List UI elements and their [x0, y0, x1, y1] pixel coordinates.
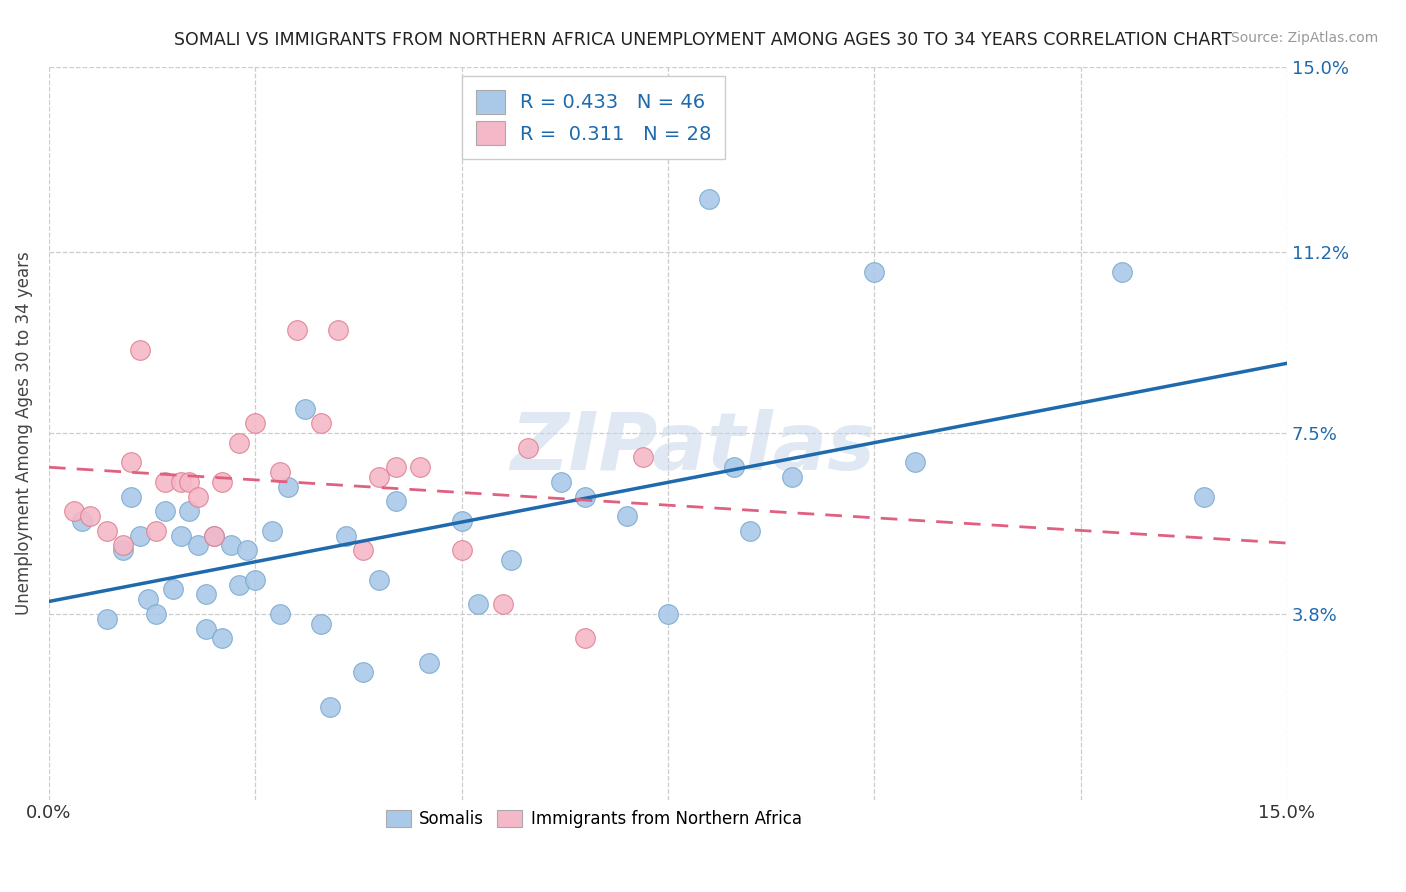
Point — [294, 401, 316, 416]
Point — [277, 480, 299, 494]
Point — [211, 632, 233, 646]
Point — [311, 417, 333, 431]
Point — [318, 699, 340, 714]
Point — [194, 587, 217, 601]
Point — [219, 538, 242, 552]
Point — [657, 607, 679, 621]
Point — [501, 553, 523, 567]
Text: ZIPatlas: ZIPatlas — [510, 409, 875, 487]
Point — [285, 323, 308, 337]
Point — [121, 455, 143, 469]
Point — [136, 592, 159, 607]
Point — [352, 665, 374, 680]
Point — [384, 460, 406, 475]
Point — [96, 612, 118, 626]
Point — [145, 524, 167, 538]
Point — [179, 475, 201, 489]
Legend: Somalis, Immigrants from Northern Africa: Somalis, Immigrants from Northern Africa — [380, 804, 808, 835]
Point — [740, 524, 762, 538]
Point — [450, 543, 472, 558]
Point — [153, 504, 176, 518]
Point — [450, 514, 472, 528]
Point — [492, 597, 515, 611]
Point — [368, 573, 391, 587]
Point — [179, 504, 201, 518]
Point — [245, 573, 267, 587]
Point — [368, 470, 391, 484]
Point — [780, 470, 803, 484]
Point — [228, 435, 250, 450]
Point — [186, 538, 208, 552]
Point — [904, 455, 927, 469]
Point — [194, 622, 217, 636]
Point — [335, 529, 357, 543]
Point — [516, 441, 538, 455]
Point — [616, 509, 638, 524]
Point — [697, 192, 720, 206]
Point — [170, 529, 193, 543]
Text: SOMALI VS IMMIGRANTS FROM NORTHERN AFRICA UNEMPLOYMENT AMONG AGES 30 TO 34 YEARS: SOMALI VS IMMIGRANTS FROM NORTHERN AFRIC… — [174, 31, 1232, 49]
Point — [723, 460, 745, 475]
Point — [352, 543, 374, 558]
Point — [202, 529, 225, 543]
Point — [202, 529, 225, 543]
Point — [79, 509, 101, 524]
Point — [96, 524, 118, 538]
Point — [162, 582, 184, 597]
Point — [311, 616, 333, 631]
Point — [112, 543, 135, 558]
Point — [863, 265, 886, 279]
Point — [1194, 490, 1216, 504]
Point — [1111, 265, 1133, 279]
Point — [550, 475, 572, 489]
Point — [128, 343, 150, 357]
Point — [269, 607, 291, 621]
Point — [269, 465, 291, 479]
Point — [153, 475, 176, 489]
Point — [574, 490, 596, 504]
Point — [236, 543, 259, 558]
Point — [121, 490, 143, 504]
Point — [384, 494, 406, 508]
Point — [128, 529, 150, 543]
Point — [260, 524, 283, 538]
Point — [631, 450, 654, 465]
Point — [145, 607, 167, 621]
Y-axis label: Unemployment Among Ages 30 to 34 years: Unemployment Among Ages 30 to 34 years — [15, 252, 32, 615]
Point — [70, 514, 93, 528]
Point — [112, 538, 135, 552]
Point — [326, 323, 349, 337]
Point — [211, 475, 233, 489]
Point — [409, 460, 432, 475]
Point — [467, 597, 489, 611]
Point — [186, 490, 208, 504]
Point — [574, 632, 596, 646]
Point — [228, 577, 250, 591]
Point — [62, 504, 84, 518]
Text: Source: ZipAtlas.com: Source: ZipAtlas.com — [1230, 31, 1378, 45]
Point — [170, 475, 193, 489]
Point — [245, 417, 267, 431]
Point — [418, 656, 440, 670]
